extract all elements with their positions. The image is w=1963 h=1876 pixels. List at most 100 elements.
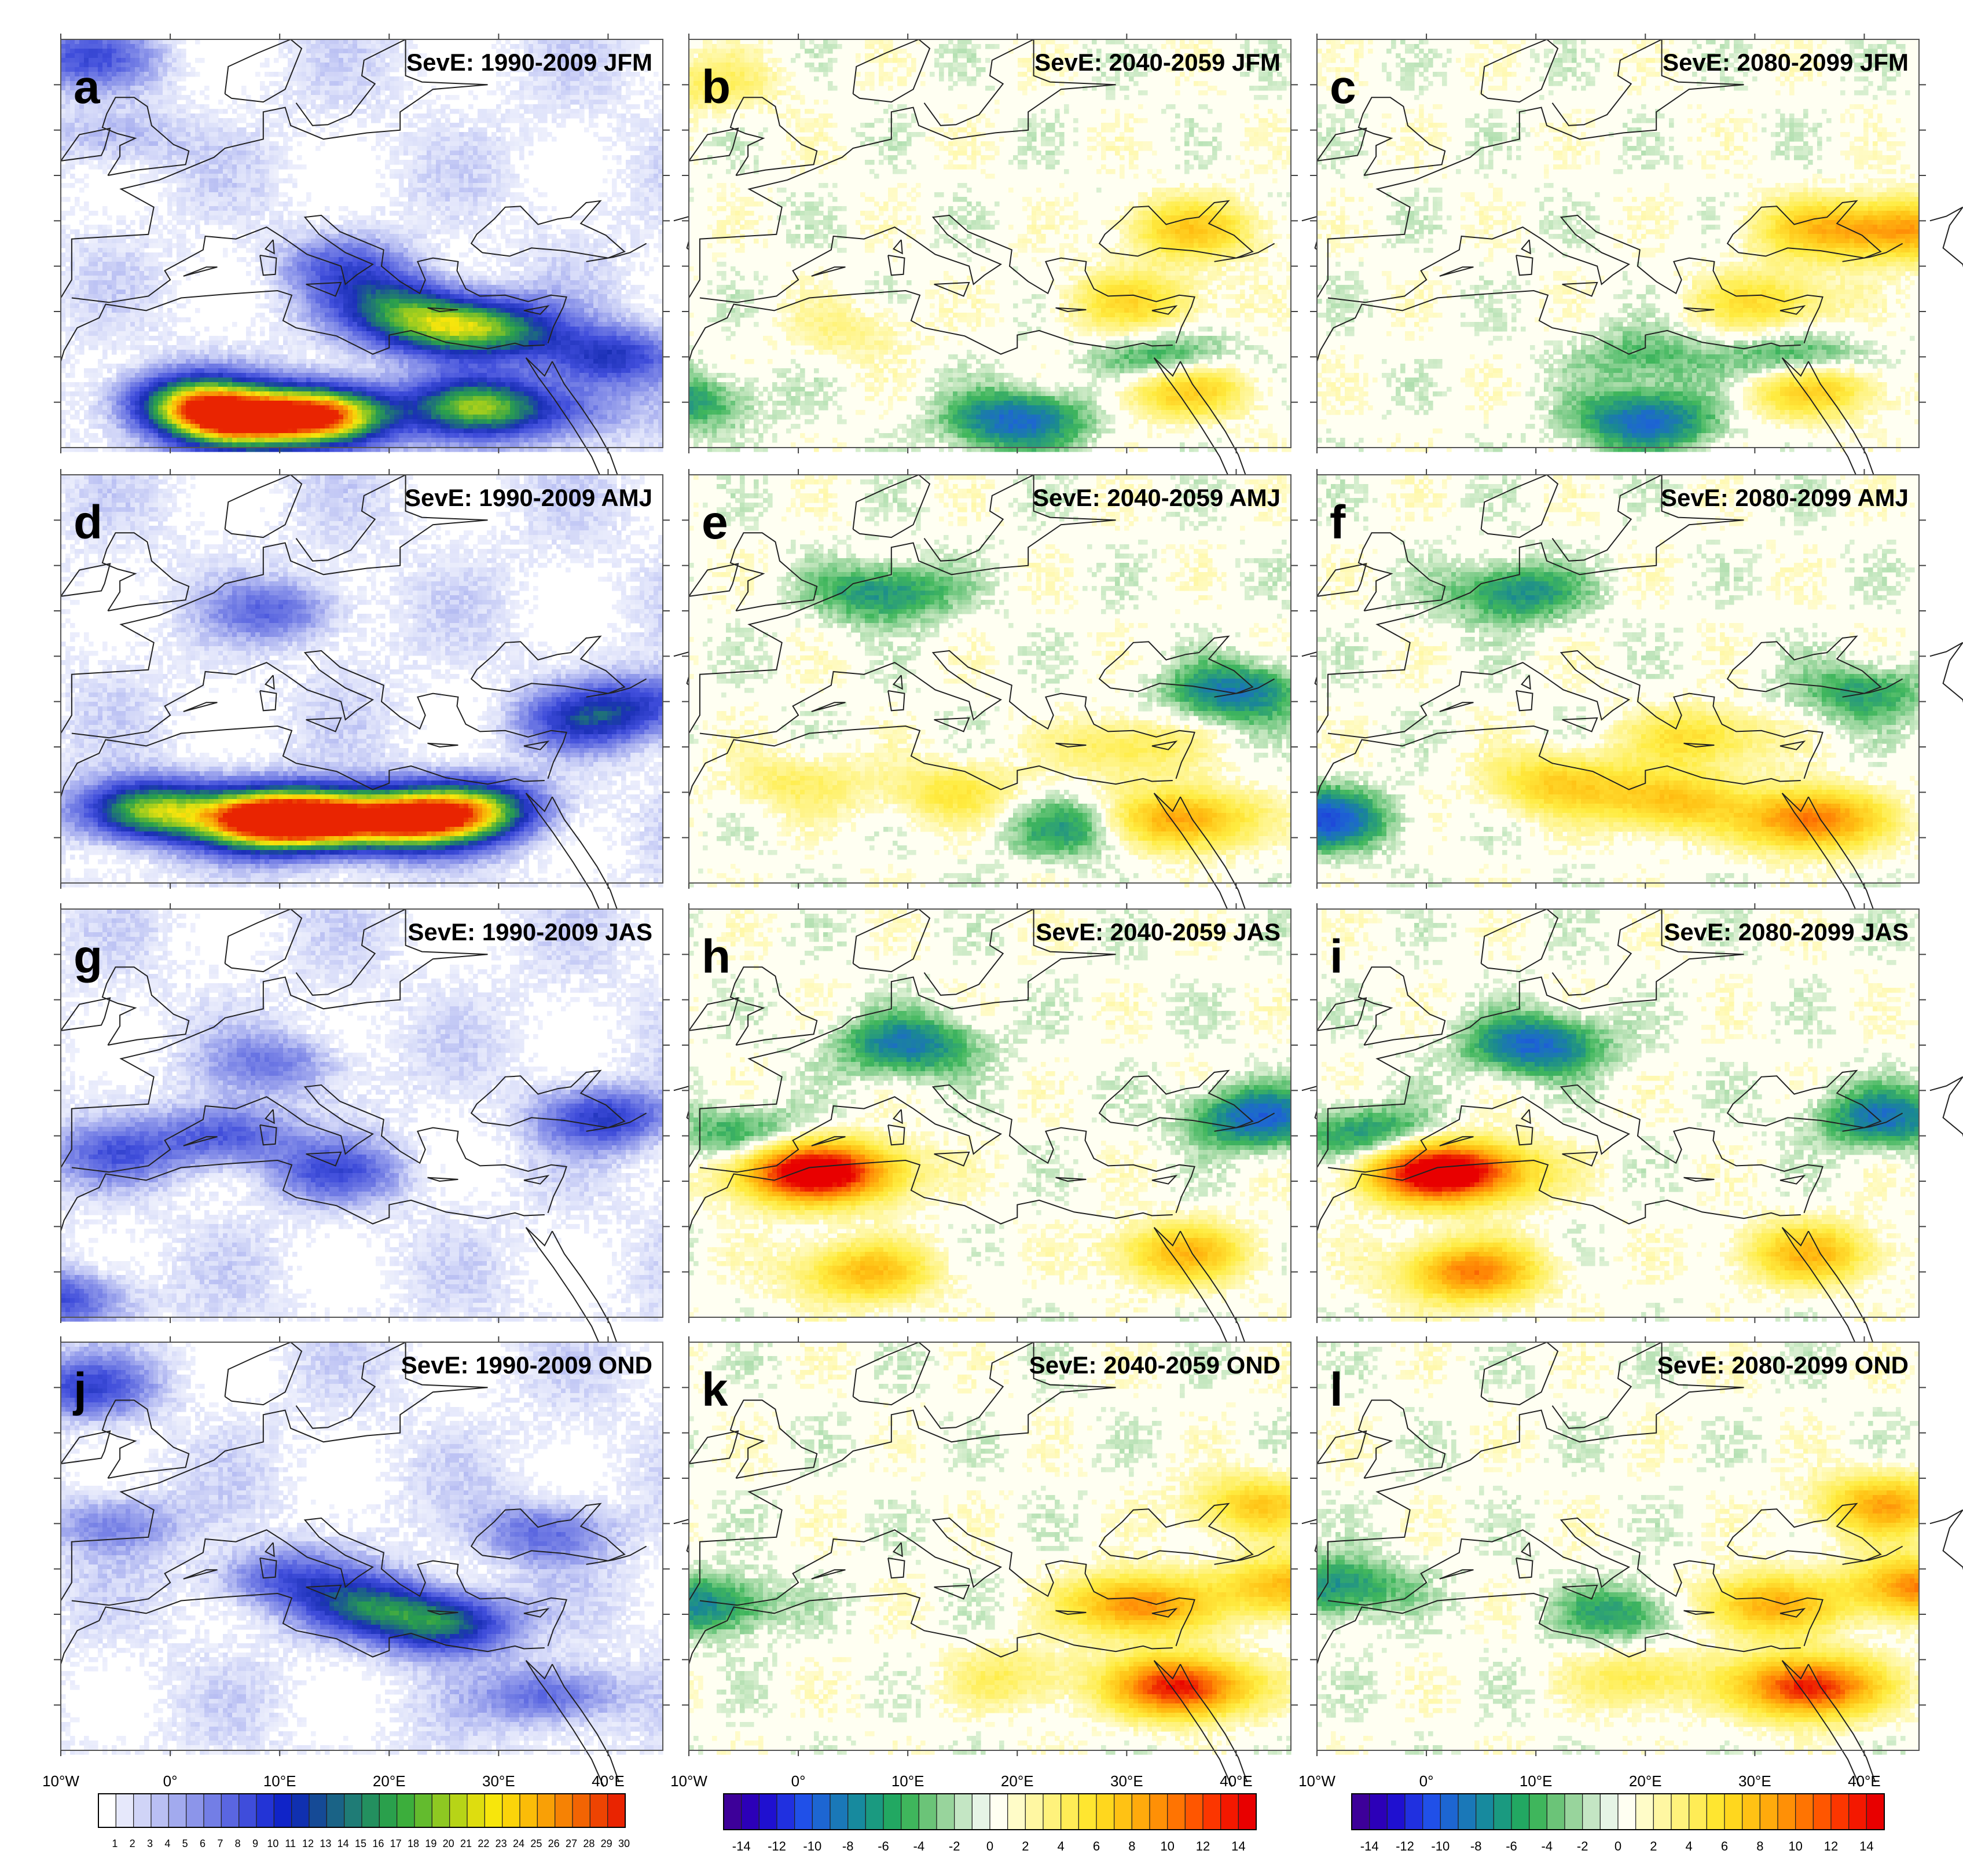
heatmap-cell (186, 100, 191, 105)
heatmap-cell (348, 63, 353, 68)
heatmap-cell (371, 76, 376, 82)
heatmap-cell (339, 109, 344, 114)
heatmap-cell (75, 53, 80, 58)
heatmap-cell (158, 100, 163, 105)
heatmap-cell (445, 95, 450, 100)
heatmap-cell (339, 72, 344, 77)
heatmap-cell (121, 72, 126, 77)
heatmap-cell (102, 67, 108, 72)
heatmap-cell (265, 58, 270, 63)
heatmap-cell (390, 104, 395, 109)
heatmap-cell (315, 39, 321, 45)
heatmap-cell (158, 63, 163, 68)
heatmap-cell (190, 118, 196, 123)
heatmap-cell (116, 123, 122, 128)
heatmap-cell (357, 53, 362, 58)
heatmap-cell (130, 109, 135, 114)
heatmap-cell (353, 95, 358, 100)
heatmap-cell (626, 104, 631, 109)
heatmap-cell (413, 90, 418, 96)
heatmap-cell (524, 109, 529, 114)
heatmap-cell (315, 95, 321, 100)
heatmap-cell (640, 76, 645, 82)
heatmap-cell (204, 109, 210, 114)
heatmap-cell (297, 100, 302, 105)
heatmap-cell (107, 100, 112, 105)
heatmap-cell (329, 104, 335, 109)
heatmap-cell (65, 58, 71, 63)
heatmap-cell (376, 104, 381, 109)
heatmap-cell (130, 67, 135, 72)
heatmap-cell (353, 44, 358, 49)
heatmap-cell (163, 67, 168, 72)
heatmap-cell (515, 95, 520, 100)
heatmap-cell (579, 86, 585, 91)
heatmap-cell (288, 49, 293, 54)
heatmap-cell (482, 109, 487, 114)
heatmap-cell (353, 39, 358, 45)
heatmap-cell (320, 109, 325, 114)
heatmap-cell (524, 104, 529, 109)
heatmap-cell (390, 123, 395, 128)
heatmap-cell (343, 81, 348, 86)
heatmap-cell (445, 104, 450, 109)
heatmap-cell (135, 58, 140, 63)
heatmap-cell (371, 90, 376, 96)
heatmap-cell (371, 67, 376, 72)
heatmap-cell (311, 113, 316, 119)
heatmap-cell (232, 118, 237, 123)
heatmap-cell (70, 118, 75, 123)
heatmap-cell (61, 53, 66, 58)
heatmap-cell (399, 86, 404, 91)
heatmap-cell (626, 86, 631, 91)
heatmap-cell (112, 118, 117, 123)
heatmap-cell (654, 72, 659, 77)
heatmap-cell (371, 63, 376, 68)
heatmap-cell (339, 63, 344, 68)
heatmap-cell (130, 118, 135, 123)
heatmap-cell (630, 39, 636, 45)
heatmap-cell (209, 109, 214, 114)
heatmap-cell (529, 86, 534, 91)
heatmap-cell (325, 58, 330, 63)
heatmap-cell (343, 76, 348, 82)
heatmap-cell (177, 123, 182, 128)
heatmap-cell (274, 123, 279, 128)
heatmap-cell (232, 100, 237, 105)
heatmap-cell (126, 58, 131, 63)
heatmap-cell (269, 72, 274, 77)
heatmap-cell (306, 44, 311, 49)
heatmap-cell (566, 104, 571, 109)
heatmap-cell (515, 104, 520, 109)
heatmap-cell (320, 49, 325, 54)
heatmap-cell (348, 49, 353, 54)
heatmap-cell (635, 113, 640, 119)
heatmap-cell (158, 118, 163, 123)
heatmap-cell (589, 123, 594, 128)
heatmap-cell (417, 86, 423, 91)
heatmap-cell (394, 53, 399, 58)
heatmap-cell (107, 49, 112, 54)
heatmap-cell (353, 67, 358, 72)
heatmap-cell (329, 76, 335, 82)
heatmap-cell (607, 100, 612, 105)
heatmap-cell (144, 81, 149, 86)
heatmap-cell (348, 86, 353, 91)
heatmap-cell (343, 53, 348, 58)
heatmap-cell (265, 86, 270, 91)
heatmap-cell (126, 104, 131, 109)
heatmap-cell (107, 58, 112, 63)
heatmap-cell (130, 58, 135, 63)
heatmap-cell (403, 81, 409, 86)
heatmap-cell (306, 67, 311, 72)
heatmap-cell (561, 118, 566, 123)
heatmap-cell (552, 100, 557, 105)
heatmap-cell (172, 109, 177, 114)
heatmap-cell (547, 90, 552, 96)
heatmap-cell (612, 100, 617, 105)
heatmap-cell (167, 76, 173, 82)
heatmap-cell (552, 109, 557, 114)
heatmap-cell (325, 67, 330, 72)
heatmap-cell (598, 76, 603, 82)
heatmap-cell (144, 44, 149, 49)
